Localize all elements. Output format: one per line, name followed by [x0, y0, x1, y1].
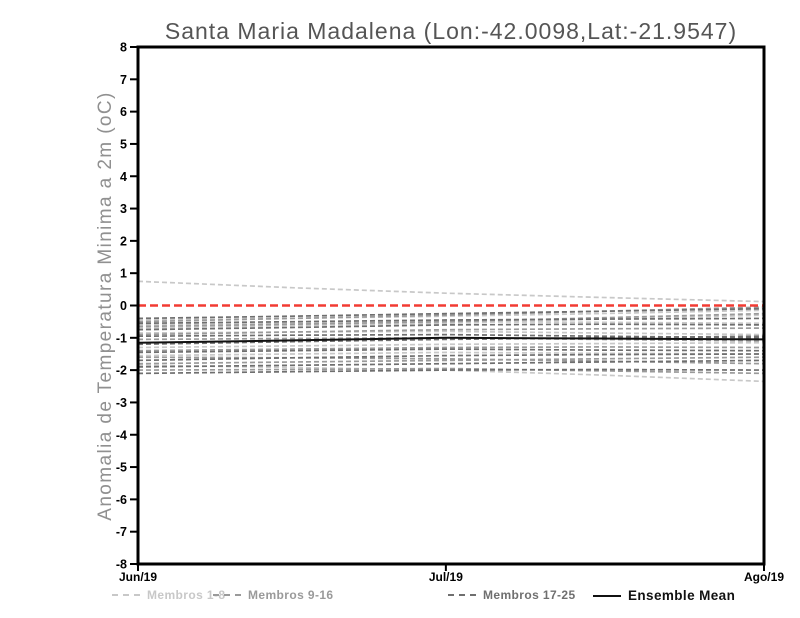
ensemble-member-line	[137, 307, 765, 320]
dashed-line-swatch	[448, 594, 476, 596]
y-tick-label: -2	[116, 364, 127, 378]
x-tick-label: Ago/19	[744, 570, 784, 584]
y-tick-label: -5	[116, 461, 127, 475]
y-tick-label: 8	[120, 41, 127, 55]
ensemble-member-line	[137, 309, 765, 321]
legend-item: Membros 9-16	[213, 588, 334, 602]
ensemble-member-line	[137, 314, 765, 329]
chart-title: Santa Maria Madalena (Lon:-42.0098,Lat:-…	[164, 18, 738, 44]
ensemble-member-line	[137, 341, 765, 349]
ensemble-member-line	[137, 367, 765, 375]
y-tick-label: 0	[120, 299, 127, 313]
ensemble-member-line	[137, 312, 765, 328]
solid-line-swatch	[593, 594, 621, 597]
y-tick-label: -8	[116, 558, 127, 572]
legend-label: Membros 9-16	[248, 588, 334, 602]
x-tick-label: Jun/19	[119, 570, 157, 584]
legend-label: Ensemble Mean	[628, 588, 736, 603]
ensemble-member-line	[137, 335, 765, 346]
ensemble-member-line	[137, 351, 765, 357]
ensemble-member-line	[137, 359, 765, 368]
dashed-line-swatch	[213, 594, 241, 596]
legend-item: Ensemble Mean	[593, 588, 735, 603]
ensemble-member-line	[137, 356, 765, 365]
y-tick-label: -7	[116, 525, 127, 539]
legend: Membros 1-8 Membros 9-16 Membros 17-25 Ense…	[0, 586, 800, 612]
legend-item: Membros 17-25	[448, 588, 576, 602]
y-tick-label: 2	[120, 234, 127, 248]
y-tick-label: 5	[120, 137, 127, 151]
dashed-line-swatch	[112, 594, 140, 596]
ensemble-member-line	[137, 353, 765, 362]
ensemble-member-line	[137, 317, 765, 325]
y-tick-label: -1	[116, 331, 127, 345]
legend-item: Membros 1-8	[112, 588, 225, 602]
y-tick-label: 7	[120, 73, 127, 87]
y-tick-label: -3	[116, 396, 127, 410]
ensemble-member-line	[137, 330, 765, 336]
ensemble-member-line	[137, 280, 765, 303]
ensemble-member-line	[137, 327, 765, 336]
legend-label: Membros 17-25	[483, 588, 576, 602]
x-tick-label: Jul/19	[429, 570, 463, 584]
ensemble-member-line	[137, 368, 765, 375]
y-tick-label: 3	[120, 202, 127, 216]
y-tick-label: 1	[120, 267, 127, 281]
ensemble-member-line	[137, 323, 765, 331]
ensemble-member-line	[137, 346, 765, 352]
legend-label: Membros 1-8	[147, 588, 226, 602]
y-tick-label: 4	[120, 170, 127, 184]
ensemble-mean-line	[137, 336, 765, 344]
ensemble-member-line	[137, 364, 765, 383]
y-tick-label: 6	[120, 105, 127, 119]
ensemble-member-line	[137, 348, 765, 354]
y-tick-label: -4	[116, 428, 127, 442]
y-tick-label: -6	[116, 493, 127, 507]
